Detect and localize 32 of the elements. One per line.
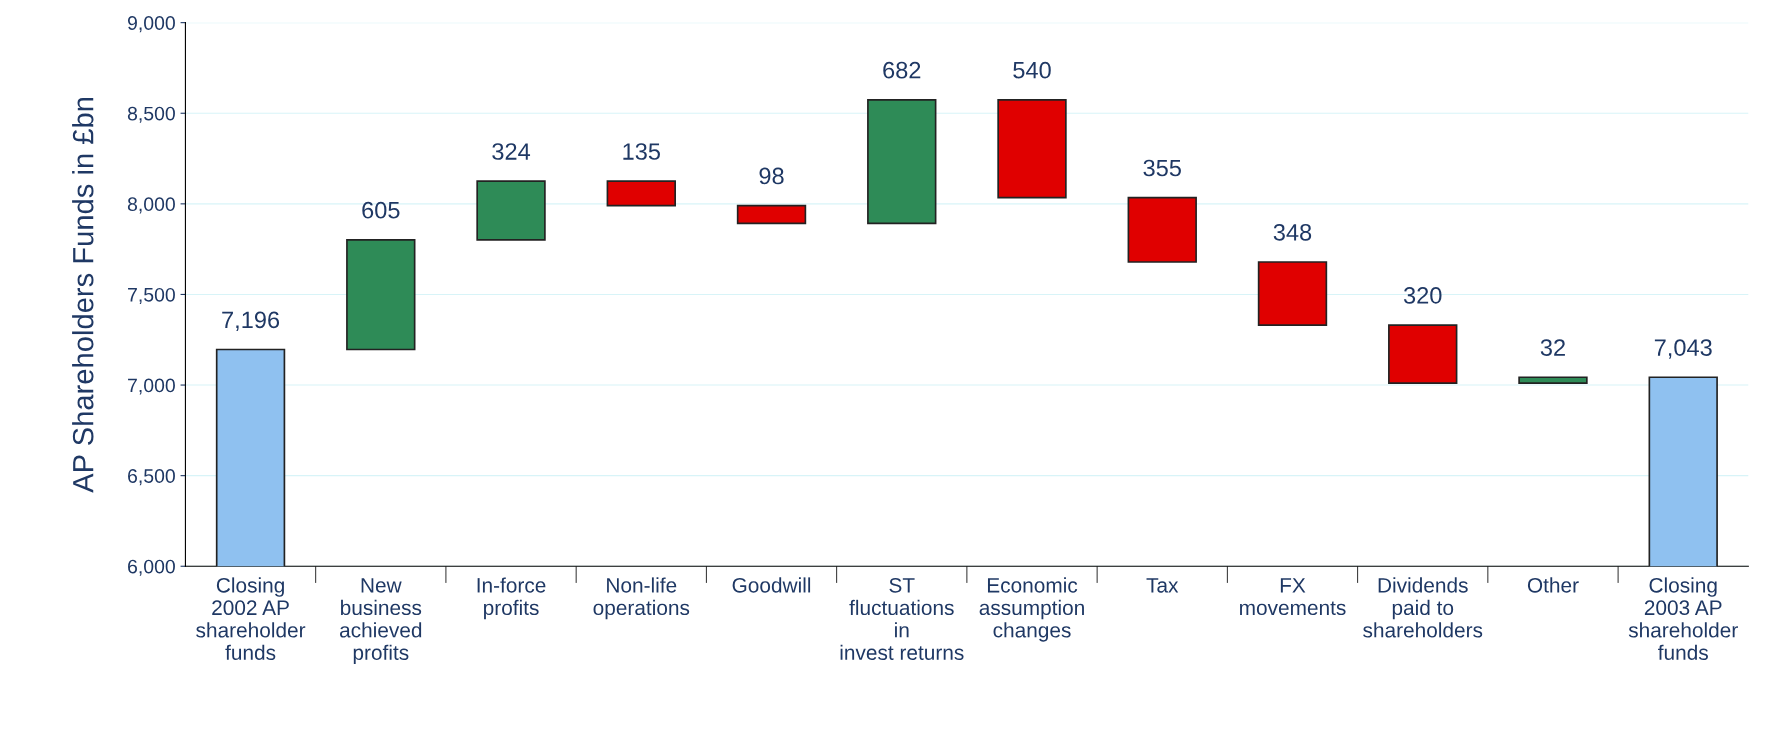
x-tick-label: Economic assumption changes <box>979 577 1084 642</box>
data-label: 348 <box>1273 223 1312 241</box>
x-tick-label: FX movements <box>1240 578 1346 616</box>
y-tick-label: 8,500 <box>127 106 175 123</box>
data-label: 682 <box>883 61 921 79</box>
y-tick-label: 7,500 <box>128 287 175 304</box>
data-label: 324 <box>492 143 531 160</box>
y-tick-label: 7,000 <box>128 378 175 395</box>
y-tick-label: 8,000 <box>127 197 175 214</box>
data-label: 7,196 <box>222 311 280 331</box>
y-tick-label: 6,000 <box>128 559 175 576</box>
x-tick-label: Tax <box>1146 578 1179 593</box>
data-label: 7,043 <box>1654 339 1712 359</box>
data-label: 540 <box>1013 61 1051 79</box>
x-tick-label: New business achieved profits <box>339 578 422 665</box>
data-label: 32 <box>1540 339 1565 356</box>
data-label: 355 <box>1143 159 1181 177</box>
x-tick-label: ST fluctuations in invest returns <box>840 577 964 660</box>
x-tick-label: In-force profits <box>477 577 546 620</box>
x-tick-label: Other <box>1527 577 1579 593</box>
x-tick-label: Dividends paid to shareholders <box>1363 577 1483 638</box>
x-tick-label: Closing 2002 AP shareholder funds <box>196 577 306 660</box>
data-label: 98 <box>759 167 784 185</box>
x-tick-label: Non-life operations <box>593 577 690 620</box>
y-axis-title: AP Shareholders Funds in £bn <box>72 97 94 493</box>
y-tick-label: 9,000 <box>127 16 175 33</box>
data-label: 320 <box>1403 287 1442 304</box>
data-label: 135 <box>623 143 660 160</box>
y-tick-label: 6,500 <box>128 469 175 486</box>
x-tick-label: Goodwill <box>732 577 811 593</box>
x-tick-label: Closing 2003 AP shareholder funds <box>1628 577 1738 660</box>
data-label: 605 <box>362 201 400 219</box>
